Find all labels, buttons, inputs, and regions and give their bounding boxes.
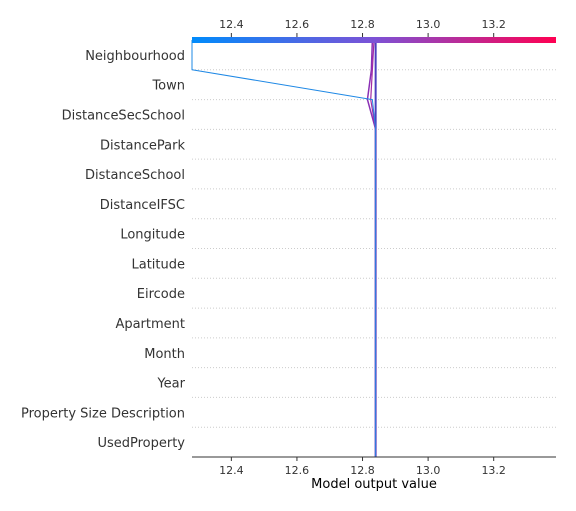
feature-label: Property Size Description: [21, 406, 185, 421]
top-tick-label: 13.2: [481, 18, 506, 31]
x-ticks: 12.4 12.4 12.6 12.6 12.8 12.8 13.0 13.0 13.2 13.2: [219, 18, 506, 477]
feature-label: Neighbourhood: [85, 49, 185, 64]
feature-label: Longitude: [120, 228, 185, 243]
feature-label: DistanceSecSchool: [62, 108, 185, 123]
bottom-tick-label: 12.4: [219, 464, 244, 477]
grid-lines: [192, 69, 556, 428]
top-tick-label: 12.4: [219, 18, 244, 31]
feature-label: Latitude: [131, 257, 185, 272]
feature-label: Month: [144, 347, 185, 362]
bottom-tick-label: 13.2: [481, 464, 506, 477]
colorbar: [192, 37, 556, 43]
top-tick-label: 13.0: [416, 18, 441, 31]
feature-labels: Neighbourhood Town DistanceSecSchool Distan…: [21, 49, 186, 451]
feature-label: Eircode: [137, 287, 185, 302]
bottom-tick-label: 12.8: [350, 464, 375, 477]
feature-label: DistancePark: [100, 138, 185, 153]
top-tick-label: 12.6: [285, 18, 310, 31]
series-lines: [191, 39, 377, 457]
bottom-tick-label: 13.0: [416, 464, 441, 477]
bottom-tick-label: 12.6: [285, 464, 310, 477]
feature-label: Year: [156, 377, 185, 392]
feature-label: Apartment: [115, 317, 185, 332]
feature-label: DistanceIFSC: [100, 198, 185, 213]
feature-label: Town: [151, 79, 185, 94]
feature-label: UsedProperty: [97, 436, 185, 451]
x-axis-label: Model output value: [311, 477, 437, 492]
top-tick-label: 12.8: [350, 18, 375, 31]
series-line: [191, 40, 377, 457]
feature-label: DistanceSchool: [85, 168, 185, 183]
